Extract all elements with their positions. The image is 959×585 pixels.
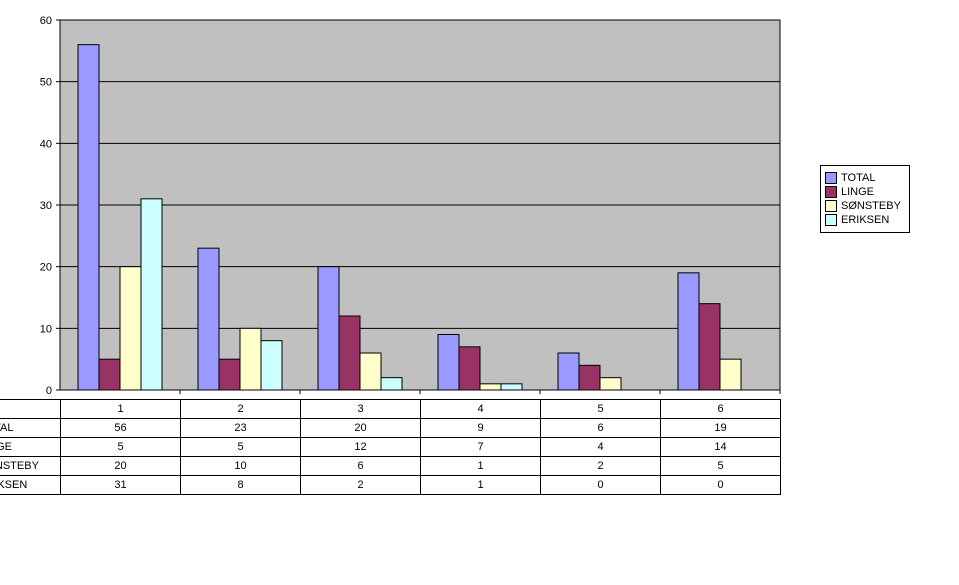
cell-sønsteby-5: 2 (541, 457, 661, 476)
row-label: LINGE (0, 441, 12, 453)
bar-sønsteby-3 (360, 353, 381, 390)
cell-linge-2: 5 (181, 438, 301, 457)
row-label: TOTAL (0, 422, 13, 434)
legend: TOTAL LINGE SØNSTEBY ERIKSEN (820, 165, 910, 233)
swatch-icon (825, 200, 837, 212)
bar-linge-5 (579, 365, 600, 390)
bar-eriksen-3 (381, 378, 402, 390)
data-table: 123456TOTAL5623209619LINGE55127414SØNSTE… (0, 399, 781, 495)
swatch-icon (825, 186, 837, 198)
bar-linge-4 (459, 347, 480, 390)
bar-sønsteby-5 (600, 378, 621, 390)
cell-total-1: 56 (61, 419, 181, 438)
row-label: SØNSTEBY (0, 460, 39, 472)
cell-linge-1: 5 (61, 438, 181, 457)
cell-linge-4: 7 (421, 438, 541, 457)
cell-eriksen-3: 2 (301, 476, 421, 495)
table-row-linge: LINGE55127414 (0, 438, 781, 457)
table-col-2: 2 (181, 400, 301, 419)
legend-label: SØNSTEBY (841, 200, 901, 212)
cell-total-6: 19 (661, 419, 781, 438)
bar-linge-2 (219, 359, 240, 390)
cell-linge-3: 12 (301, 438, 421, 457)
bar-total-2 (198, 248, 219, 390)
table-col-5: 5 (541, 400, 661, 419)
cell-sønsteby-4: 1 (421, 457, 541, 476)
table-col-1: 1 (61, 400, 181, 419)
legend-item-total: TOTAL (825, 172, 901, 184)
bar-chart: 0 10 20 30 40 50 60 (10, 10, 790, 396)
bar-total-6 (678, 273, 699, 390)
bar-total-4 (438, 335, 459, 391)
cell-linge-5: 4 (541, 438, 661, 457)
bar-eriksen-2 (261, 341, 282, 390)
bar-total-3 (318, 267, 339, 390)
legend-label: LINGE (841, 186, 874, 198)
table-row-eriksen: ERIKSEN3182100 (0, 476, 781, 495)
swatch-icon (825, 172, 837, 184)
bar-sønsteby-1 (120, 267, 141, 390)
svg-text:30: 30 (40, 200, 52, 212)
cell-eriksen-1: 31 (61, 476, 181, 495)
table-col-3: 3 (301, 400, 421, 419)
legend-label: TOTAL (841, 172, 875, 184)
chart-and-table: 0102030405060 123456TOTAL5623209619LINGE… (10, 10, 790, 495)
row-label: ERIKSEN (0, 479, 27, 491)
bar-linge-3 (339, 316, 360, 390)
legend-item-eriksen: ERIKSEN (825, 214, 901, 226)
bar-eriksen-1 (141, 199, 162, 390)
cell-total-2: 23 (181, 419, 301, 438)
cell-total-5: 6 (541, 419, 661, 438)
bar-linge-6 (699, 304, 720, 390)
bar-sønsteby-4 (480, 384, 501, 390)
cell-eriksen-2: 8 (181, 476, 301, 495)
legend-item-sønsteby: SØNSTEBY (825, 200, 901, 212)
legend-item-linge: LINGE (825, 186, 901, 198)
bar-eriksen-4 (501, 384, 522, 390)
table-col-4: 4 (421, 400, 541, 419)
cell-eriksen-4: 1 (421, 476, 541, 495)
bar-sønsteby-6 (720, 359, 741, 390)
svg-text:60: 60 (40, 15, 52, 27)
cell-total-3: 20 (301, 419, 421, 438)
bar-linge-1 (99, 359, 120, 390)
legend-label: ERIKSEN (841, 214, 889, 226)
bar-total-5 (558, 353, 579, 390)
cell-linge-6: 14 (661, 438, 781, 457)
table-row-sønsteby: SØNSTEBY 20106125 (0, 457, 781, 476)
table-row-total: TOTAL 5623209619 (0, 419, 781, 438)
bar-total-1 (78, 45, 99, 390)
svg-text:50: 50 (40, 77, 52, 89)
cell-sønsteby-2: 10 (181, 457, 301, 476)
svg-text:40: 40 (40, 138, 52, 150)
cell-sønsteby-1: 20 (61, 457, 181, 476)
svg-text:10: 10 (40, 323, 52, 335)
bar-sønsteby-2 (240, 328, 261, 390)
cell-total-4: 9 (421, 419, 541, 438)
table-corner (0, 400, 61, 419)
swatch-icon (825, 214, 837, 226)
cell-sønsteby-6: 5 (661, 457, 781, 476)
cell-eriksen-5: 0 (541, 476, 661, 495)
table-col-6: 6 (661, 400, 781, 419)
cell-eriksen-6: 0 (661, 476, 781, 495)
svg-text:0: 0 (46, 385, 52, 396)
cell-sønsteby-3: 6 (301, 457, 421, 476)
svg-text:20: 20 (40, 262, 52, 274)
